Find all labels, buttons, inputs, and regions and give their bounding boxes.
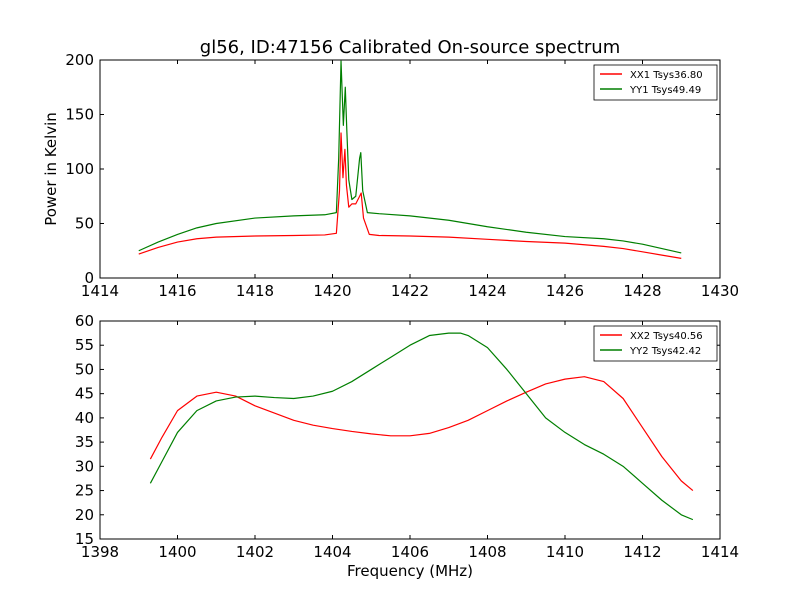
series-line-1 <box>149 376 694 492</box>
x-tick-label: 1422 <box>391 282 429 300</box>
x-tick-label: 1428 <box>623 282 661 300</box>
x-tick-label: 1402 <box>236 543 274 561</box>
legend-label-1: XX2 Tsys40.56 <box>630 331 703 342</box>
x-tick-label: 1414 <box>81 282 119 300</box>
series-line-2 <box>149 332 694 521</box>
legend: XX1 Tsys36.80 YY1 Tsys49.49 <box>593 64 718 101</box>
x-tick-label: 1404 <box>313 543 351 561</box>
x-tick-label: 1430 <box>701 282 739 300</box>
x-tick-label: 1418 <box>236 282 274 300</box>
x-tick-label: 1424 <box>468 282 506 300</box>
legend-label-1: XX1 Tsys36.80 <box>630 70 703 81</box>
y-tick-label: 35 <box>75 433 94 451</box>
legend-box <box>593 64 718 101</box>
series-line-1 <box>138 132 682 259</box>
legend-label-2: YY1 Tsys49.49 <box>629 85 701 96</box>
y-tick-label: 45 <box>75 385 94 403</box>
y-tick-label: 15 <box>75 530 94 548</box>
x-tick-label: 1398 <box>81 543 119 561</box>
legend-label-2: YY2 Tsys42.42 <box>629 346 701 357</box>
y-tick-label: 50 <box>75 360 94 378</box>
x-tick-label: 1416 <box>158 282 196 300</box>
x-tick-label: 1426 <box>546 282 584 300</box>
y-tick-label: 200 <box>65 51 94 69</box>
y-tick-label: 20 <box>75 506 94 524</box>
y-tick-label: 50 <box>75 215 94 233</box>
y-tick-label: 150 <box>65 106 94 124</box>
x-tick-label: 1406 <box>391 543 429 561</box>
x-tick-label: 1400 <box>158 543 196 561</box>
chart-title: gl56, ID:47156 Calibrated On-source spec… <box>200 37 620 58</box>
x-tick-label: 1412 <box>623 543 661 561</box>
x-tick-label: 1414 <box>701 543 739 561</box>
y-axis-label: Power in Kelvin <box>42 112 60 226</box>
y-tick-label: 25 <box>75 482 94 500</box>
legend-box <box>593 325 718 362</box>
y-tick-label: 30 <box>75 457 94 475</box>
x-axis-label: Frequency (MHz) <box>347 562 473 580</box>
series-line-2 <box>138 60 682 254</box>
x-tick-label: 1420 <box>313 282 351 300</box>
y-tick-label: 60 <box>75 312 94 330</box>
y-tick-label: 55 <box>75 336 94 354</box>
x-tick-label: 1408 <box>468 543 506 561</box>
x-tick-label: 1410 <box>546 543 584 561</box>
chart-bottom: 1398 1400 1402 1404 1406 1408 1410 1412 1414 15 20… <box>75 312 739 580</box>
legend: XX2 Tsys40.56 YY2 Tsys42.42 <box>593 325 718 362</box>
y-tick-label: 100 <box>65 160 94 178</box>
y-tick-label: 0 <box>84 269 94 287</box>
y-tick-label: 40 <box>75 409 94 427</box>
chart-top: 1414 1416 1418 1420 1422 1424 1426 1428 1430 0 50 1… <box>42 51 739 300</box>
